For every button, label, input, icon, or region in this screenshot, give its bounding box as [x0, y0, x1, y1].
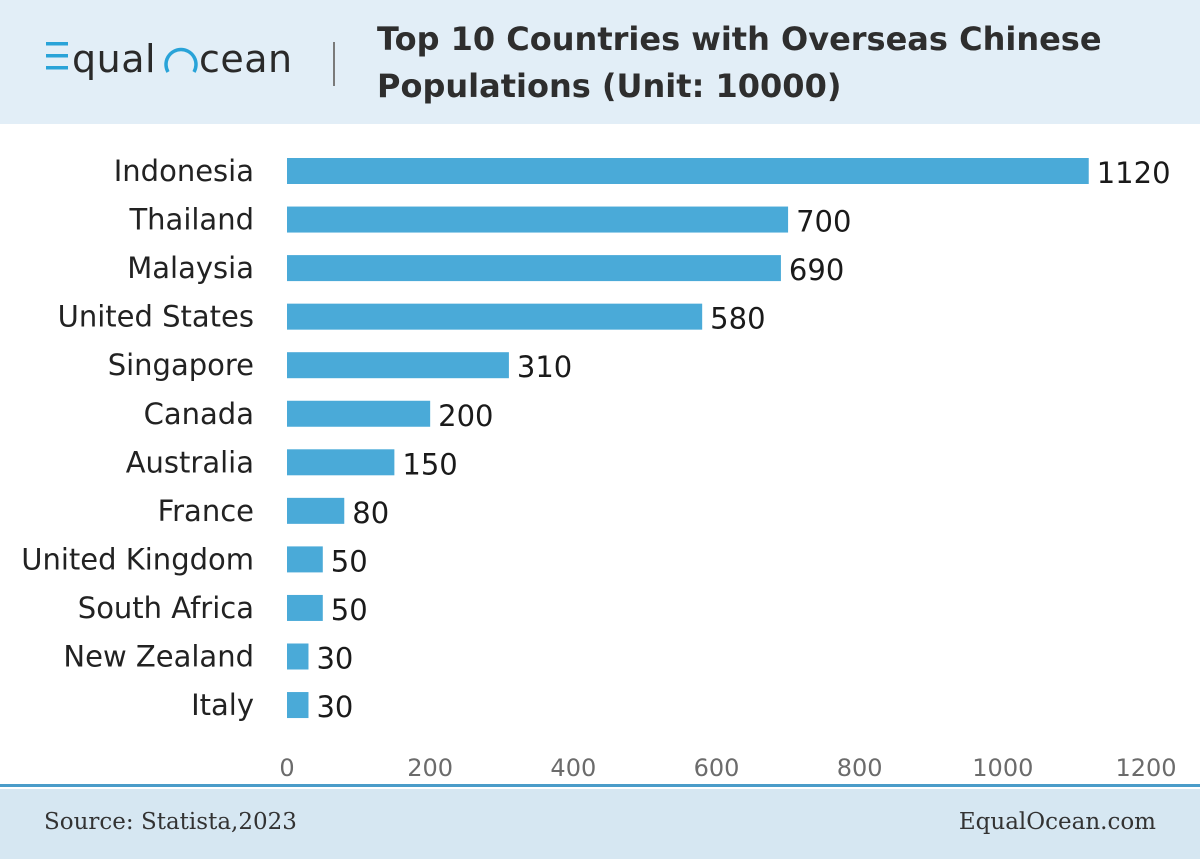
bar-united-kingdom — [287, 546, 323, 573]
x-tick-label-0: 0 — [279, 754, 294, 782]
bar-new-zealand — [287, 643, 309, 670]
value-label-south-africa: 50 — [331, 593, 368, 627]
category-label-australia: Australia — [126, 445, 254, 479]
bar-singapore — [287, 352, 509, 379]
logo-e-bar-bottom — [46, 66, 68, 70]
site-name: EqualOcean.com — [958, 809, 1156, 835]
category-label-canada: Canada — [144, 397, 254, 431]
logo-text-cean: cean — [199, 37, 292, 81]
category-label-thailand: Thailand — [128, 203, 254, 237]
value-label-france: 80 — [352, 496, 389, 530]
x-tick-label-200: 200 — [407, 754, 453, 782]
category-label-new-zealand: New Zealand — [63, 640, 254, 674]
x-tick-label-1000: 1000 — [972, 754, 1033, 782]
value-label-singapore: 310 — [517, 350, 572, 384]
chart-title-line1: Top 10 Countries with Overseas Chinese — [377, 20, 1102, 58]
bar-chart: Indonesia Thailand Malaysia United States Si… — [21, 154, 1176, 782]
value-label-united-kingdom: 50 — [331, 544, 368, 578]
equalocean-logo: qual cean — [46, 37, 292, 81]
bar-united-states — [287, 303, 703, 330]
x-tick-label-600: 600 — [694, 754, 740, 782]
category-label-united-kingdom: United Kingdom — [21, 542, 254, 576]
bar-australia — [287, 449, 395, 476]
value-label-italy: 30 — [316, 690, 353, 724]
x-tick-label-1200: 1200 — [1115, 754, 1176, 782]
bar-south-africa — [287, 594, 323, 621]
value-label-new-zealand: 30 — [316, 642, 353, 676]
source-note: Source: Statista,2023 — [44, 809, 297, 835]
logo-text-qual: qual — [72, 37, 156, 81]
bar-indonesia — [287, 158, 1089, 184]
value-label-australia: 150 — [402, 447, 457, 481]
value-label-thailand: 700 — [796, 205, 851, 239]
footer-rule — [0, 784, 1200, 787]
bar-italy — [287, 692, 309, 719]
category-label-malaysia: Malaysia — [127, 251, 254, 285]
logo-e-bar-top — [46, 42, 68, 46]
logo-o-arc — [164, 47, 198, 73]
bar-thailand — [287, 206, 789, 233]
bar-malaysia — [287, 255, 781, 282]
value-labels: 1120 700 690 580 310 200 150 80 50 50 30 30 — [316, 156, 1170, 724]
category-label-italy: Italy — [191, 688, 254, 722]
bar-canada — [287, 400, 431, 427]
category-label-united-states: United States — [58, 300, 254, 334]
category-label-france: France — [158, 494, 254, 528]
value-label-united-states: 580 — [710, 302, 765, 336]
chart-header: qual cean Top 10 Countries with Overseas… — [0, 0, 1200, 124]
chart-title-line2: Populations (Unit: 10000) — [377, 67, 842, 105]
category-label-singapore: Singapore — [108, 348, 254, 382]
x-tick-label-400: 400 — [550, 754, 596, 782]
chart-title: Top 10 Countries with Overseas Chinese P… — [377, 16, 1177, 110]
value-label-malaysia: 690 — [789, 253, 844, 287]
x-tick-label-800: 800 — [837, 754, 883, 782]
bars — [287, 158, 1089, 719]
x-axis-ticks: 0 200 400 600 800 1000 1200 — [279, 754, 1176, 782]
value-label-canada: 200 — [438, 399, 493, 433]
logo-e-bar-middle — [46, 54, 68, 58]
category-label-indonesia: Indonesia — [114, 154, 254, 188]
value-label-indonesia: 1120 — [1097, 156, 1171, 190]
bar-france — [287, 497, 345, 524]
header-divider — [333, 42, 335, 86]
category-label-south-africa: South Africa — [78, 591, 254, 625]
category-labels: Indonesia Thailand Malaysia United States Si… — [21, 154, 254, 722]
chart-footer: Source: Statista,2023 EqualOcean.com — [0, 789, 1200, 859]
